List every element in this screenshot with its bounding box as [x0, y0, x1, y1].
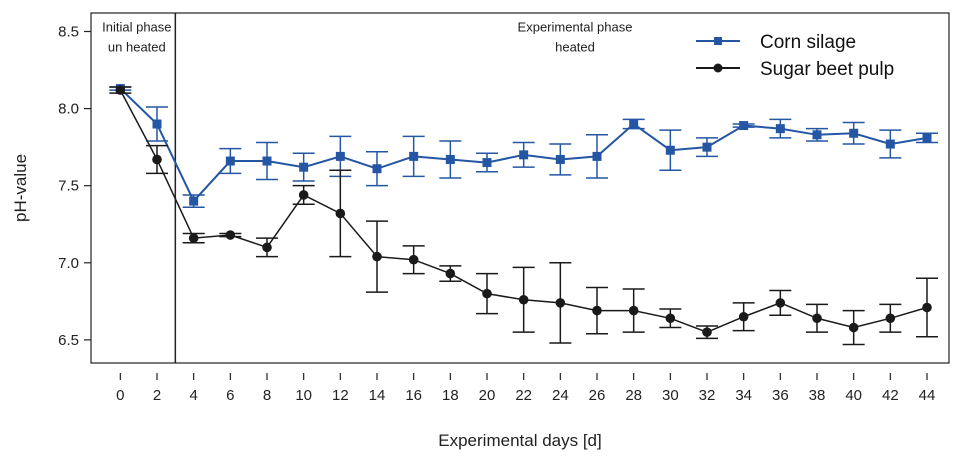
x-tick-label: 30 — [662, 387, 679, 404]
data-point-sugar-beet-pulp — [482, 288, 492, 299]
data-point-corn-silage — [739, 121, 749, 131]
data-point-corn-silage — [372, 164, 382, 174]
data-point-sugar-beet-pulp — [372, 251, 382, 262]
data-point-sugar-beet-pulp — [335, 208, 346, 219]
phase-annotations: Initial phase un heated Experimental phase… — [102, 20, 632, 55]
y-tick-label: 8.0 — [58, 101, 79, 118]
legend-label-sugar-beet-pulp: Sugar beet pulp — [760, 59, 894, 80]
x-tick-label: 40 — [845, 387, 862, 404]
x-tick-label: 44 — [919, 387, 936, 404]
data-point-corn-silage — [665, 145, 675, 155]
data-point-corn-silage — [262, 156, 272, 166]
data-point-sugar-beet-pulp — [115, 85, 126, 95]
data-point-corn-silage — [335, 151, 345, 161]
x-tick-label: 26 — [589, 387, 606, 404]
y-axis: 6.5 7.0 7.5 8.0 8.5 — [58, 24, 91, 349]
x-tick-label: 6 — [226, 387, 234, 404]
phase-annotation-line: Initial phase — [102, 20, 171, 35]
data-point-corn-silage — [482, 158, 492, 168]
y-tick-label: 8.5 — [58, 24, 79, 41]
data-point-corn-silage — [519, 150, 529, 160]
data-point-sugar-beet-pulp — [885, 313, 896, 324]
data-point-sugar-beet-pulp — [225, 230, 236, 240]
x-tick-label: 22 — [515, 387, 532, 404]
data-point-sugar-beet-pulp — [848, 322, 859, 333]
phase-annotation-line: un heated — [108, 40, 166, 55]
phase-annotation-line: heated — [555, 40, 595, 55]
y-tick-label: 6.5 — [58, 332, 79, 349]
legend-marker-sugar-beet-pulp — [713, 63, 723, 73]
series-layer — [109, 84, 938, 346]
data-point-corn-silage — [592, 151, 602, 161]
data-point-corn-silage — [812, 130, 822, 140]
x-tick-label: 0 — [116, 387, 124, 404]
plot-frame — [90, 12, 950, 364]
data-point-sugar-beet-pulp — [188, 233, 199, 243]
x-tick-label: 32 — [699, 387, 716, 404]
legend: Corn silage Sugar beet pulp — [696, 32, 894, 80]
data-point-sugar-beet-pulp — [812, 313, 822, 324]
data-point-corn-silage — [409, 151, 419, 161]
x-tick-label: 36 — [772, 387, 789, 404]
x-tick-label: 20 — [479, 387, 496, 404]
data-point-sugar-beet-pulp — [922, 302, 932, 313]
y-tick-label: 7.5 — [58, 178, 79, 195]
x-tick-label: 28 — [625, 387, 642, 404]
x-tick-label: 4 — [189, 387, 197, 404]
x-tick-label: 16 — [405, 387, 422, 404]
data-point-corn-silage — [922, 133, 932, 143]
data-point-sugar-beet-pulp — [152, 154, 162, 165]
x-tick-label: 38 — [809, 387, 826, 404]
legend-label-corn-silage: Corn silage — [760, 32, 856, 53]
data-point-corn-silage — [189, 196, 199, 206]
data-point-sugar-beet-pulp — [628, 305, 639, 316]
data-point-sugar-beet-pulp — [408, 254, 419, 265]
data-point-sugar-beet-pulp — [702, 327, 712, 337]
data-point-sugar-beet-pulp — [518, 294, 529, 305]
legend-marker-corn-silage — [714, 37, 722, 45]
x-axis: 0 2 4 6 8 10 12 14 16 18 20 22 24 26 28 30 32 34 36 38 40 42 4… — [116, 373, 935, 404]
y-axis-title: pH-value — [11, 154, 30, 222]
data-point-sugar-beet-pulp — [445, 268, 456, 279]
data-point-corn-silage — [775, 124, 785, 134]
data-point-corn-silage — [555, 154, 565, 164]
series-sugar-beet-pulp — [109, 85, 938, 346]
data-point-sugar-beet-pulp — [555, 298, 566, 308]
x-tick-label: 18 — [442, 387, 459, 404]
data-point-corn-silage — [702, 142, 712, 152]
data-point-corn-silage — [299, 162, 309, 172]
x-tick-label: 8 — [263, 387, 271, 404]
x-tick-label: 2 — [153, 387, 161, 404]
data-point-sugar-beet-pulp — [262, 242, 272, 253]
x-tick-label: 42 — [882, 387, 899, 404]
phase-annotation-line: Experimental phase — [518, 20, 633, 35]
data-point-sugar-beet-pulp — [592, 305, 602, 316]
x-tick-label: 34 — [735, 387, 752, 404]
data-point-sugar-beet-pulp — [775, 298, 786, 308]
y-tick-label: 7.0 — [58, 255, 79, 272]
x-tick-label: 10 — [295, 387, 312, 404]
data-point-corn-silage — [152, 119, 162, 129]
x-axis-title: Experimental days [d] — [438, 431, 601, 450]
data-point-sugar-beet-pulp — [665, 313, 676, 324]
x-tick-label: 12 — [332, 387, 349, 404]
x-tick-label: 14 — [369, 387, 386, 404]
data-point-sugar-beet-pulp — [298, 190, 309, 200]
data-point-corn-silage — [225, 156, 235, 166]
x-tick-label: 24 — [552, 387, 569, 404]
data-point-corn-silage — [445, 154, 455, 164]
data-point-corn-silage — [629, 119, 639, 129]
series-corn-silage — [109, 84, 938, 209]
data-point-sugar-beet-pulp — [738, 311, 749, 322]
data-point-corn-silage — [849, 128, 859, 138]
data-point-corn-silage — [885, 139, 895, 149]
